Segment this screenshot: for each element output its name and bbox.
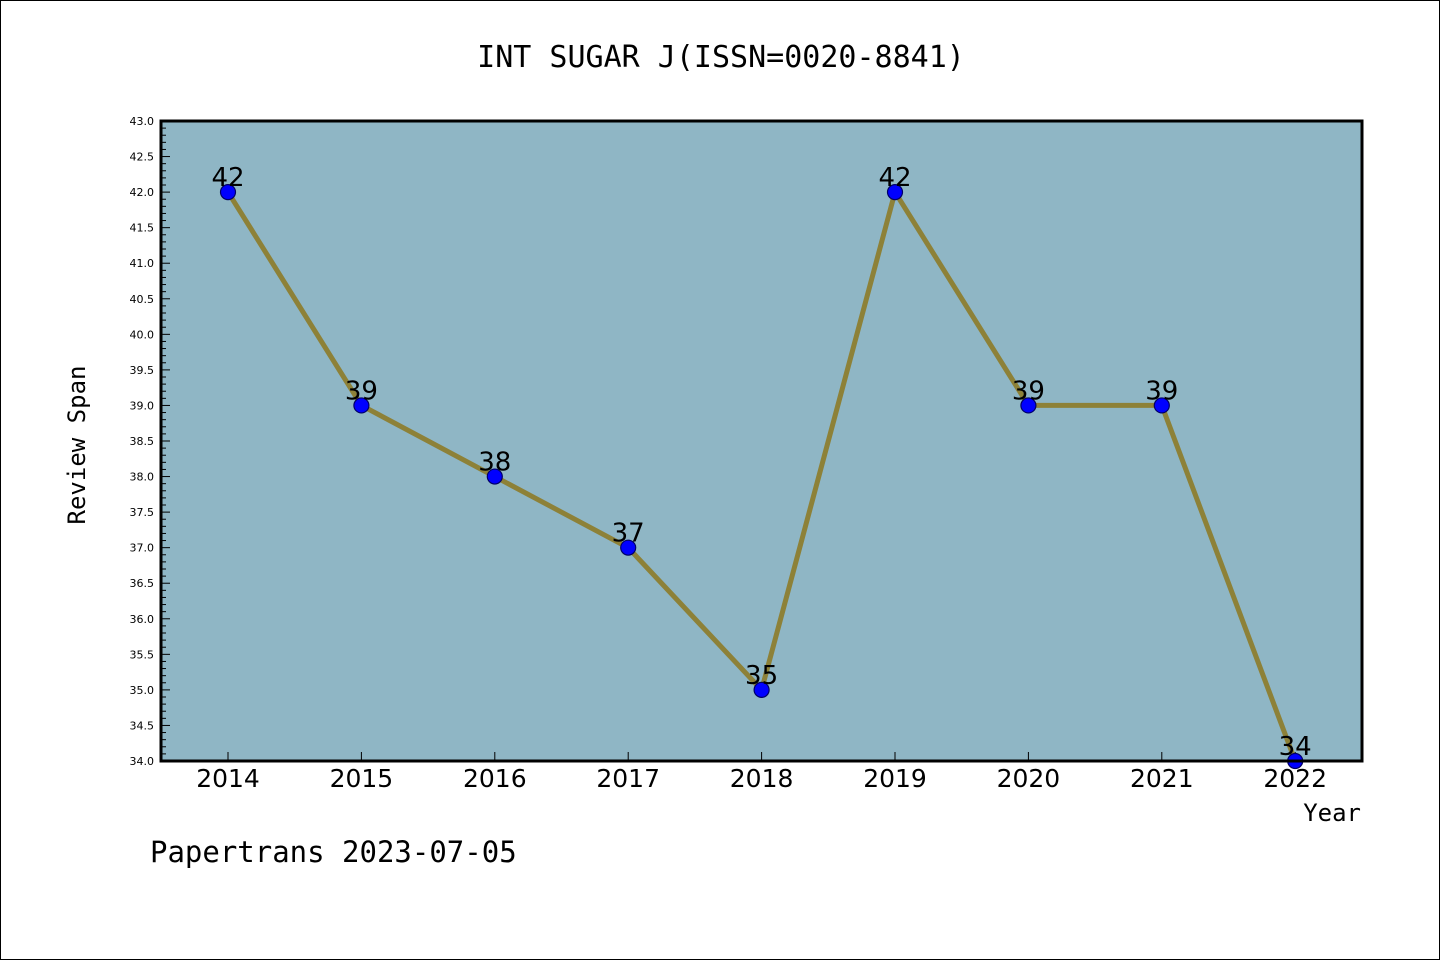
- data-label: 39: [345, 376, 378, 406]
- footer-note: Papertrans 2023-07-05: [150, 835, 517, 869]
- y-tick-label: 35.5: [130, 648, 155, 661]
- x-tick-label: 2017: [596, 764, 660, 793]
- y-tick-label: 35.0: [130, 684, 155, 697]
- data-label: 34: [1279, 732, 1312, 762]
- x-tick-label: 2014: [196, 764, 260, 793]
- y-tick-label: 36.5: [130, 577, 155, 590]
- y-tick-label: 38.5: [130, 435, 155, 448]
- data-labels-group: 42 39 38 37 35 42 39 39 34: [211, 163, 1311, 762]
- y-tick-label: 39.0: [130, 399, 155, 412]
- x-tick-label: 2018: [730, 764, 794, 793]
- x-tick-label: 2020: [997, 764, 1061, 793]
- y-tick-label: 34.0: [130, 755, 155, 768]
- y-tick-label: 37.5: [130, 506, 155, 519]
- y-tick-label: 40.5: [130, 293, 155, 306]
- data-point-marker: [486, 468, 503, 485]
- x-tick-label: 2015: [330, 764, 394, 793]
- data-label: 39: [1012, 376, 1045, 406]
- data-label: 38: [478, 448, 511, 478]
- data-points-group: [219, 184, 1304, 770]
- y-tick-label: 36.0: [130, 613, 155, 626]
- data-point-marker: [1153, 397, 1170, 414]
- y-tick-label: 43.0: [130, 115, 155, 128]
- y-tick-label: 39.5: [130, 364, 155, 377]
- data-point-marker: [620, 539, 637, 556]
- x-tick-label: 2016: [463, 764, 527, 793]
- data-label: 35: [745, 661, 778, 691]
- data-point-marker: [219, 184, 237, 201]
- data-point-marker: [753, 681, 770, 698]
- data-point-marker: [886, 184, 904, 201]
- data-label: 42: [211, 163, 244, 193]
- data-label: 37: [612, 519, 645, 549]
- y-axis-label: Review Span: [63, 366, 91, 525]
- y-tick-label: 42.5: [130, 151, 155, 164]
- y-tick-label: 41.0: [130, 257, 155, 270]
- y-tick-label: 42.0: [130, 186, 155, 199]
- x-tick-label: 2021: [1130, 764, 1194, 793]
- y-tick-label: 38.0: [130, 471, 155, 484]
- x-axis-label: Year: [1303, 799, 1361, 827]
- data-point-marker: [1020, 397, 1037, 414]
- data-label: 42: [878, 163, 911, 193]
- plot-border: [159, 119, 1364, 763]
- y-tick-label: 37.0: [130, 542, 155, 555]
- y-tick-label: 34.5: [130, 719, 155, 732]
- y-tick-label: 41.5: [130, 222, 155, 235]
- chart-title: INT SUGAR J(ISSN=0020-8841): [477, 40, 965, 75]
- data-point-marker: [353, 397, 370, 414]
- x-tick-label: 2019: [863, 764, 927, 793]
- y-tick-label: 40.0: [130, 328, 155, 341]
- data-label: 39: [1145, 376, 1178, 406]
- plot-area: [161, 121, 1362, 761]
